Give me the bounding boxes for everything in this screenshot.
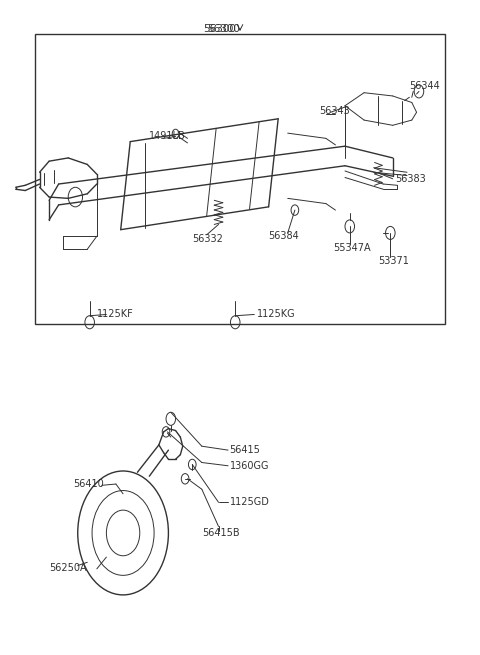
Text: 1125GD: 1125GD [229,497,269,507]
Text: 56384: 56384 [269,231,300,241]
Text: 1360GG: 1360GG [229,460,269,471]
Text: 56344: 56344 [409,81,440,91]
Text: 55347A: 55347A [333,243,371,253]
Text: 56300: 56300 [204,24,236,35]
Text: 56415B: 56415B [202,528,240,538]
Text: 56332: 56332 [192,234,223,244]
Bar [35,34,445,324]
Text: 56250A: 56250A [49,563,87,572]
Text: 56300: 56300 [207,24,240,35]
Text: 56410: 56410 [73,479,104,489]
Text: 1491LB: 1491LB [149,132,186,141]
Text: 56383: 56383 [395,174,426,184]
Text: 56415: 56415 [229,445,260,455]
Text: 1125KG: 1125KG [257,309,295,320]
Text: 53371: 53371 [378,256,409,266]
Text: 56343: 56343 [319,106,349,116]
Text: 1125KF: 1125KF [97,309,133,320]
